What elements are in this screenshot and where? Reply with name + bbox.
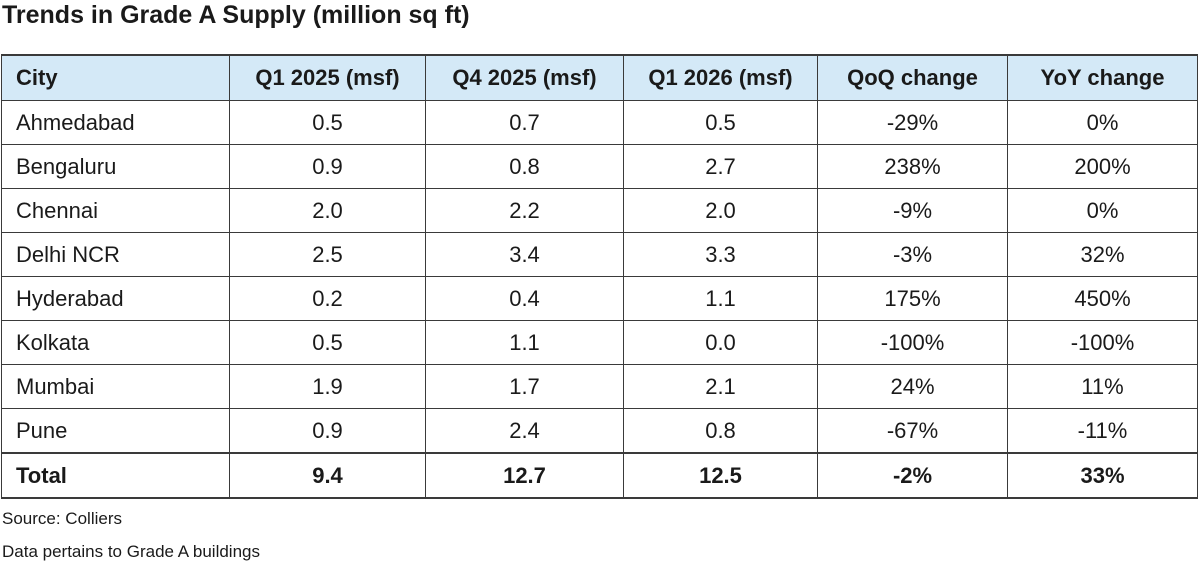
q1-2026-cell: 2.0 — [623, 188, 818, 233]
q1-2026-cell: 2.7 — [623, 144, 818, 189]
q4-2025-cell: 2.2 — [425, 188, 624, 233]
q1-2025-cell: 1.9 — [229, 364, 426, 409]
city-cell: Delhi NCR — [1, 232, 230, 277]
q1-2026-cell: 0.5 — [623, 100, 818, 145]
yoy-change-cell: 450% — [1007, 276, 1198, 321]
q1-2025-cell: 2.5 — [229, 232, 426, 277]
q4-2025-cell: 0.8 — [425, 144, 624, 189]
total-q1-2025-cell: 9.4 — [229, 452, 426, 499]
q1-2025-cell: 0.2 — [229, 276, 426, 321]
total-q4-2025-cell: 12.7 — [425, 452, 624, 499]
q4-2025-cell: 0.7 — [425, 100, 624, 145]
yoy-change-cell: -100% — [1007, 320, 1198, 365]
q1-2026-cell: 2.1 — [623, 364, 818, 409]
qoq-change-cell: -9% — [817, 188, 1008, 233]
yoy-change-cell: 0% — [1007, 188, 1198, 233]
q1-2025-cell: 0.9 — [229, 144, 426, 189]
q1-2026-cell: 3.3 — [623, 232, 818, 277]
total-row: Total 9.4 12.7 12.5 -2% 33% — [1, 452, 1198, 499]
q1-2026-cell: 0.8 — [623, 408, 818, 454]
column-header-qoq-change: QoQ change — [817, 54, 1008, 101]
q4-2025-cell: 0.4 — [425, 276, 624, 321]
city-cell: Ahmedabad — [1, 100, 230, 145]
qoq-change-cell: -67% — [817, 408, 1008, 454]
q4-2025-cell: 1.1 — [425, 320, 624, 365]
table-title: Trends in Grade A Supply (million sq ft) — [2, 1, 470, 29]
q4-2025-cell: 2.4 — [425, 408, 624, 454]
city-cell: Mumbai — [1, 364, 230, 409]
total-yoy-change-cell: 33% — [1007, 452, 1198, 499]
qoq-change-cell: 175% — [817, 276, 1008, 321]
yoy-change-cell: 11% — [1007, 364, 1198, 409]
table-row: Bengaluru 0.9 0.8 2.7 238% 200% — [1, 144, 1198, 189]
column-header-q4-2025: Q4 2025 (msf) — [425, 54, 624, 101]
q1-2025-cell: 2.0 — [229, 188, 426, 233]
table-header-row: City Q1 2025 (msf) Q4 2025 (msf) Q1 2026… — [1, 54, 1198, 101]
qoq-change-cell: -100% — [817, 320, 1008, 365]
source-note: Source: Colliers — [2, 509, 122, 528]
table-row: Ahmedabad 0.5 0.7 0.5 -29% 0% — [1, 100, 1198, 145]
table-row: Hyderabad 0.2 0.4 1.1 175% 450% — [1, 276, 1198, 321]
column-header-q1-2026: Q1 2026 (msf) — [623, 54, 818, 101]
q1-2025-cell: 0.9 — [229, 408, 426, 454]
qoq-change-cell: -29% — [817, 100, 1008, 145]
q1-2025-cell: 0.5 — [229, 320, 426, 365]
column-header-yoy-change: YoY change — [1007, 54, 1198, 101]
total-label-cell: Total — [1, 452, 230, 499]
qoq-change-cell: 24% — [817, 364, 1008, 409]
city-cell: Pune — [1, 408, 230, 454]
supply-table: City Q1 2025 (msf) Q4 2025 (msf) Q1 2026… — [1, 54, 1198, 499]
q4-2025-cell: 1.7 — [425, 364, 624, 409]
q4-2025-cell: 3.4 — [425, 232, 624, 277]
city-cell: Kolkata — [1, 320, 230, 365]
table-row: Mumbai 1.9 1.7 2.1 24% 11% — [1, 364, 1198, 409]
city-cell: Hyderabad — [1, 276, 230, 321]
data-note: Data pertains to Grade A buildings — [2, 542, 260, 561]
q1-2026-cell: 1.1 — [623, 276, 818, 321]
yoy-change-cell: -11% — [1007, 408, 1198, 454]
city-cell: Bengaluru — [1, 144, 230, 189]
q1-2025-cell: 0.5 — [229, 100, 426, 145]
yoy-change-cell: 32% — [1007, 232, 1198, 277]
table-row: Pune 0.9 2.4 0.8 -67% -11% — [1, 408, 1198, 454]
city-cell: Chennai — [1, 188, 230, 233]
table-row: Chennai 2.0 2.2 2.0 -9% 0% — [1, 188, 1198, 233]
column-header-city: City — [1, 54, 230, 101]
table-row: Kolkata 0.5 1.1 0.0 -100% -100% — [1, 320, 1198, 365]
yoy-change-cell: 200% — [1007, 144, 1198, 189]
q1-2026-cell: 0.0 — [623, 320, 818, 365]
table-row: Delhi NCR 2.5 3.4 3.3 -3% 32% — [1, 232, 1198, 277]
total-q1-2026-cell: 12.5 — [623, 452, 818, 499]
qoq-change-cell: -3% — [817, 232, 1008, 277]
column-header-q1-2025: Q1 2025 (msf) — [229, 54, 426, 101]
total-qoq-change-cell: -2% — [817, 452, 1008, 499]
qoq-change-cell: 238% — [817, 144, 1008, 189]
yoy-change-cell: 0% — [1007, 100, 1198, 145]
